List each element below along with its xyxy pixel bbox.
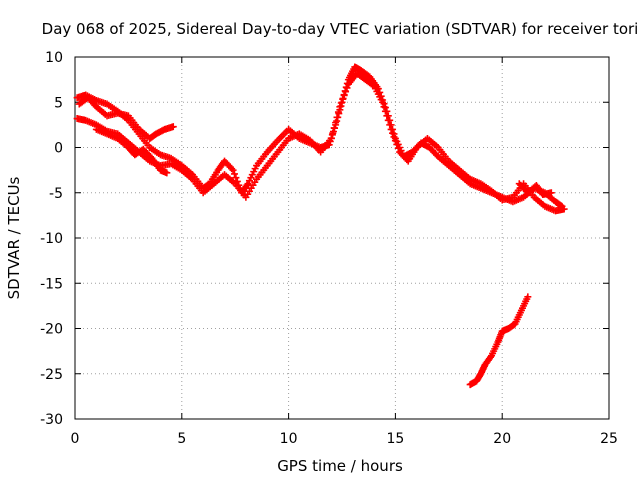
data-point	[381, 107, 389, 115]
data-point	[340, 91, 348, 99]
data-point	[232, 174, 240, 182]
grid	[75, 57, 609, 419]
data-point	[243, 181, 251, 189]
series-group	[73, 63, 568, 389]
data-point	[329, 129, 337, 137]
series-track-e	[515, 180, 555, 199]
series-track-f	[466, 293, 532, 389]
x-tick-label: 15	[386, 431, 404, 447]
data-point	[383, 112, 391, 120]
data-point	[560, 205, 568, 213]
y-tick-label: -5	[49, 186, 63, 202]
data-point	[330, 124, 338, 132]
data-point	[386, 121, 394, 129]
data-point	[230, 170, 238, 178]
data-point	[393, 140, 401, 148]
data-point	[380, 103, 388, 111]
y-tick-label: -30	[40, 412, 63, 428]
series-track-c	[75, 94, 177, 142]
y-tick-label: -10	[40, 231, 63, 247]
x-tick-label: 5	[177, 431, 186, 447]
data-point	[387, 125, 395, 133]
data-point	[333, 113, 341, 121]
y-tick-label: -25	[40, 367, 63, 383]
data-point	[390, 133, 398, 141]
data-point	[337, 99, 345, 107]
data-point	[342, 88, 350, 96]
data-point	[379, 98, 387, 106]
x-axis-label: GPS time / hours	[277, 457, 403, 475]
y-tick-label: 5	[54, 95, 63, 111]
tick-labels: 0 5 10 15 20 25 -30 -25 -20 -15 -10 -5 0 5 10	[40, 50, 618, 447]
data-point	[547, 189, 555, 197]
x-tick-label: 0	[71, 431, 80, 447]
ticks	[74, 56, 610, 420]
data-point	[524, 293, 532, 301]
data-point	[332, 119, 340, 127]
chart-title: Day 068 of 2025, Sidereal Day-to-day VTE…	[42, 20, 639, 38]
data-point	[336, 103, 344, 111]
data-point	[384, 116, 392, 124]
data-point	[389, 129, 397, 137]
y-tick-label: -20	[40, 322, 63, 338]
data-point	[343, 84, 351, 92]
data-point	[334, 108, 342, 116]
series-track-d	[92, 125, 171, 177]
y-tick-label: -15	[40, 276, 63, 292]
x-tick-label: 25	[600, 431, 618, 447]
x-tick-label: 10	[280, 431, 298, 447]
data-point	[391, 137, 399, 145]
data-point	[228, 165, 236, 173]
data-point	[486, 353, 494, 361]
y-tick-label: 10	[45, 50, 63, 66]
data-point	[229, 166, 237, 174]
data-point	[327, 134, 335, 142]
y-axis-label: SDTVAR / TECUs	[5, 176, 23, 299]
x-tick-label: 20	[493, 431, 511, 447]
data-point	[394, 144, 402, 152]
data-point	[339, 95, 347, 103]
data-point	[163, 169, 171, 177]
data-point	[169, 123, 177, 131]
data-point	[369, 81, 377, 89]
y-tick-label: 0	[54, 141, 63, 157]
